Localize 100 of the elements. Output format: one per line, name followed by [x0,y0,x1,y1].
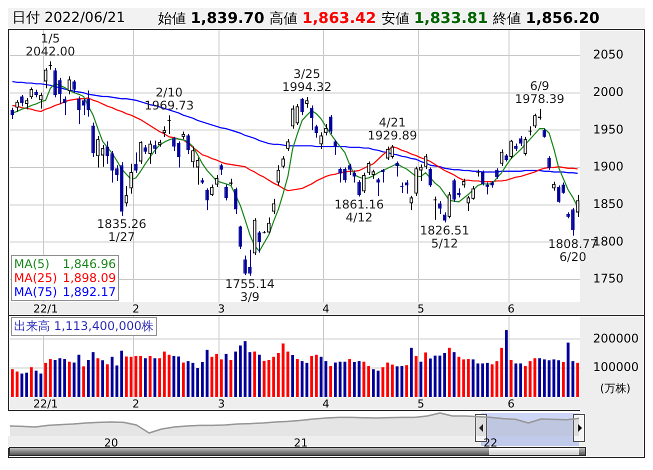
y-tick-label: 1900 [593,160,624,174]
y-tick-label: 1850 [593,196,624,211]
candlestick [424,154,428,170]
candlestick [376,177,380,196]
bar [490,364,494,397]
bar [39,374,42,397]
candlestick [129,163,133,194]
y-tick-label: 200000 [593,331,639,346]
candlestick [77,96,81,125]
candlestick [480,170,484,186]
candlestick [82,98,86,116]
annotation: 1826.51 5/12 [420,224,470,251]
bar [48,359,52,397]
bar [286,352,290,397]
bar [72,362,76,397]
candlestick [562,182,566,194]
candlestick [276,164,280,186]
bar [220,359,223,397]
bar [34,370,38,397]
bar [82,366,86,397]
candlestick [310,104,314,131]
bar [410,348,413,397]
candlestick [39,92,43,109]
candlestick [509,139,513,160]
bar [77,354,80,397]
candlestick [533,113,537,128]
bar [390,364,394,397]
chart-title: 日付 2022/06/21 [12,9,126,28]
bar [510,360,513,397]
candlestick [234,187,238,214]
candlestick [110,150,114,183]
candlestick [404,180,408,194]
candlestick [243,255,247,276]
candlestick [248,249,252,276]
bar [110,356,114,397]
candlestick [210,184,214,196]
candlestick [314,124,318,138]
candlestick [286,138,290,152]
candlestick [518,136,522,146]
bar [186,361,190,397]
x-tick-label: 3 [218,302,225,316]
text: MA(5) 1,846.96 [14,257,116,271]
bar [296,359,299,397]
candlestick [124,186,128,207]
candlestick [500,149,504,166]
y-tick-label: 2050 [593,48,624,62]
candlestick [442,212,446,223]
bar [144,358,147,397]
x-tick-label: 22/1 [33,302,58,316]
candlestick [44,68,48,89]
candlestick [20,94,24,107]
candlestick [395,161,399,177]
y-tick-label: 1950 [593,122,624,136]
candlestick [267,217,271,234]
candlestick [428,166,432,188]
bar [486,362,489,397]
candlestick [272,198,276,214]
bar [30,367,33,397]
candlestick [334,139,338,156]
bar [566,342,570,397]
bar [314,354,318,397]
bar [96,358,100,397]
bar [258,354,261,397]
candlestick [319,132,323,150]
x-tick-label: 22 [483,436,498,450]
candlestick [224,184,228,201]
candlestick [153,140,157,155]
candlestick [438,200,442,214]
candlestick [471,186,475,200]
bar [424,352,428,397]
y-axis-title: (万株) [600,381,631,396]
candlestick [324,124,328,136]
candlestick [58,77,62,104]
candlestick [186,133,190,155]
candlestick [238,225,242,250]
candlestick [281,156,285,169]
x-tick-label: 2 [132,302,140,316]
text: MA(75) 1,892.17 [14,285,116,299]
candlestick [10,107,14,120]
chart-title: 出来高 1,113,400,000株 [11,317,157,336]
bar [504,330,508,397]
bar [291,355,294,397]
candlestick [448,192,452,219]
candlestick [366,161,370,176]
x-tick-label: 22/1 [33,397,58,410]
bar [229,360,232,397]
candlestick [300,98,304,116]
candlestick [328,114,332,134]
bar [300,361,304,397]
candlestick [547,156,551,170]
candlestick [495,168,499,180]
bar [538,358,542,397]
bar [101,360,104,397]
candlestick [338,166,342,183]
candlestick [258,230,262,254]
candlestick [357,180,361,198]
candlestick [381,168,385,183]
bar [343,362,346,397]
bar [576,362,580,397]
candlestick [486,182,490,195]
